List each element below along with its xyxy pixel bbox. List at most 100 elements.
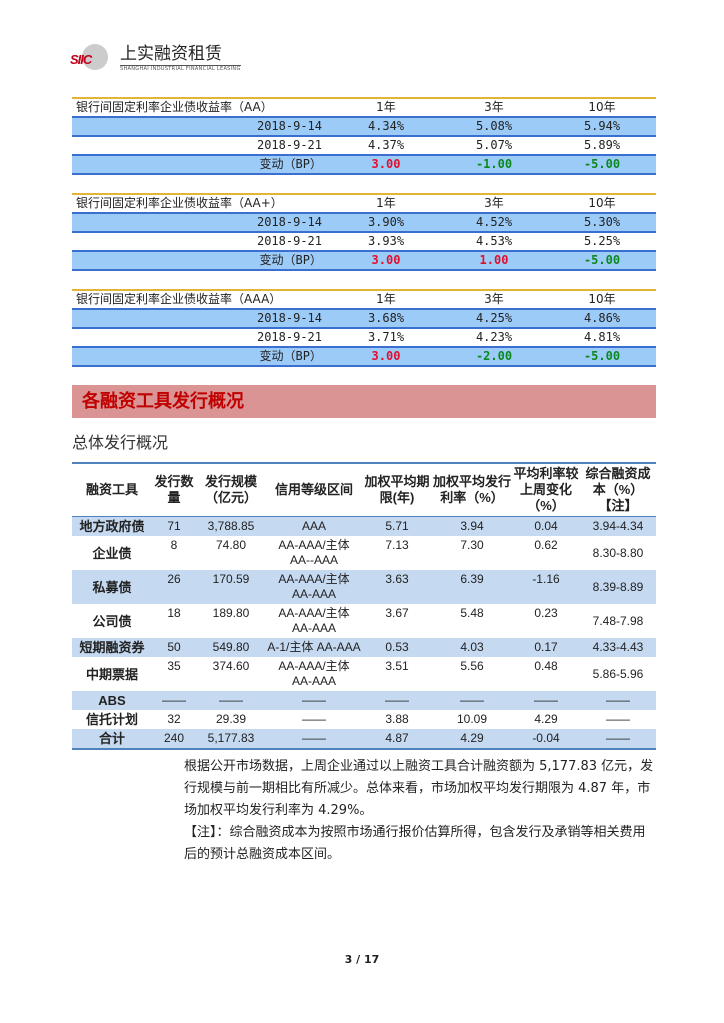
- issuance-cell: 6.39: [432, 570, 512, 604]
- yield-value: 4.34%: [332, 117, 440, 137]
- issuance-cell: 4.29: [432, 729, 512, 750]
- summary-text: 根据公开市场数据，上周企业通过以上融资工具合计融资额为 5,177.83 亿元，…: [184, 756, 654, 866]
- issuance-column-header: 加权平均期限(年): [362, 462, 432, 517]
- yield-value: 3.71%: [332, 328, 440, 348]
- issuance-cell: -1.16: [512, 570, 580, 604]
- change-label: 变动（BP）: [222, 251, 332, 271]
- issuance-cell: 3.67: [385, 606, 409, 620]
- change-label: 变动（BP）: [222, 347, 332, 367]
- yield-header-row: 银行间固定利率企业债收益率（AAA） 1年 3年 10年: [72, 289, 656, 310]
- yield-value: 4.81%: [548, 328, 656, 348]
- issuance-cell: 3,788.85: [196, 516, 266, 536]
- yield-date: 2018-9-21: [222, 136, 332, 156]
- yield-change-value: -1.00: [440, 155, 548, 175]
- issuance-cell: 4.33-4.43: [580, 638, 656, 657]
- issuance-cell: 374.60: [212, 659, 250, 673]
- issuance-cell: 4.29: [534, 712, 558, 726]
- yield-header-row: 银行间固定利率企业债收益率（AA） 1年 3年 10年: [72, 97, 656, 118]
- yield-column-header: 1年: [332, 193, 440, 214]
- issuance-cell: 71: [152, 516, 196, 536]
- issuance-cell: ——: [432, 691, 512, 710]
- issuance-column-header: 加权平均发行利率（%）: [432, 462, 512, 517]
- issuance-cell: 0.04: [512, 516, 580, 536]
- issuance-cell: 32: [167, 712, 181, 726]
- yield-value: 5.94%: [548, 117, 656, 137]
- instrument-name: ABS: [72, 691, 152, 710]
- issuance-cell: 4.87: [362, 729, 432, 750]
- issuance-cell: 0.62: [534, 538, 558, 552]
- yield-column-header: 10年: [548, 193, 656, 214]
- yield-value: 4.23%: [440, 328, 548, 348]
- yield-value: 4.25%: [440, 309, 548, 329]
- issuance-table: 融资工具 发行数量 发行规模（亿元） 信用等级区间 加权平均期限(年) 加权平均发行利率（…: [72, 462, 656, 750]
- issuance-cell: 3.51: [385, 659, 409, 673]
- issuance-cell: 29.39: [215, 712, 247, 726]
- issuance-cell: 35: [167, 659, 181, 673]
- issuance-cell: AAA: [266, 516, 362, 536]
- issuance-cell: ——: [266, 691, 362, 710]
- instrument-name: 中期票据: [85, 666, 138, 682]
- yield-row: 2018-9-21 3.93% 4.53% 5.25%: [72, 232, 656, 252]
- issuance-column-header: 融资工具: [72, 462, 152, 517]
- yield-change-row: 变动（BP） 3.00 1.00 -5.00: [72, 251, 656, 271]
- yield-date: 2018-9-14: [222, 117, 332, 137]
- issuance-cell: 18: [167, 606, 181, 620]
- yield-column-header: 1年: [332, 289, 440, 310]
- yield-date: 2018-9-14: [222, 213, 332, 233]
- section-title: 各融资工具发行概况: [72, 385, 656, 418]
- yield-change-row: 变动（BP） 3.00 -2.00 -5.00: [72, 347, 656, 367]
- issuance-cell: 5,177.83: [196, 729, 266, 750]
- issuance-cell: 3.94: [432, 516, 512, 536]
- yield-row: 2018-9-14 3.68% 4.25% 4.86%: [72, 309, 656, 329]
- company-name-en: SHANGHAI INDUSTRIAL FINANCIAL LEASING: [120, 66, 241, 72]
- yield-change-value: 3.00: [332, 347, 440, 367]
- yield-value: 5.30%: [548, 213, 656, 233]
- issuance-cell: 170.59: [196, 570, 266, 604]
- yield-value: 4.86%: [548, 309, 656, 329]
- yield-column-header: 10年: [548, 97, 656, 118]
- issuance-cell: 26: [152, 570, 196, 604]
- issuance-cell: 5.56: [460, 659, 484, 673]
- yield-column-header: 3年: [440, 289, 548, 310]
- note-paragraph: 【注】：综合融资成本为按照市场通行报价估算所得，包含发行及承销等相关费用后的预计…: [184, 825, 646, 862]
- page-number: 3 / 17: [344, 953, 380, 966]
- issuance-cell: ——: [266, 729, 362, 750]
- issuance-column-header: 发行数量: [152, 462, 196, 517]
- instrument-name: 地方政府债: [72, 516, 152, 536]
- yield-table: 银行间固定利率企业债收益率（AA） 1年 3年 10年 2018-9-14 4.34% 5.…: [72, 97, 656, 175]
- issuance-cell: 240: [152, 729, 196, 750]
- yield-value: 5.89%: [548, 136, 656, 156]
- issuance-cell: 8.39-8.89: [580, 570, 656, 604]
- issuance-cell: 50: [152, 638, 196, 657]
- yield-table: 银行间固定利率企业债收益率（AAA） 1年 3年 10年 2018-9-14 3.68% 4…: [72, 289, 656, 367]
- yield-date: 2018-9-21: [222, 232, 332, 252]
- yield-change-value: -2.00: [440, 347, 548, 367]
- issuance-row: 公司债 18 189.80 AA-AAA/主体 AA-AAA 3.67 5.48 0.23 7…: [72, 604, 656, 638]
- issuance-cell: -0.04: [512, 729, 580, 750]
- issuance-row: 私募债 26 170.59 AA-AAA/主体 AA-AAA 3.63 6.39 -1.16…: [72, 570, 656, 604]
- yield-value: 4.37%: [332, 136, 440, 156]
- issuance-cell: A-1/主体 AA-AAA: [266, 638, 362, 657]
- yield-value: 3.68%: [332, 309, 440, 329]
- issuance-row: 短期融资券 50 549.80 A-1/主体 AA-AAA 0.53 4.03 0.17 4.…: [72, 638, 656, 657]
- yield-change-value: -5.00: [548, 155, 656, 175]
- issuance-cell: AA-AAA/主体 AA-AAA: [278, 659, 350, 688]
- issuance-cell: 7.13: [385, 538, 409, 552]
- instrument-name: 私募债: [72, 570, 152, 604]
- instrument-name: 公司债: [92, 613, 132, 629]
- yield-column-header: 10年: [548, 289, 656, 310]
- issuance-cell: 4.03: [432, 638, 512, 657]
- instrument-name: 合计: [72, 729, 152, 750]
- yield-date: 2018-9-21: [222, 328, 332, 348]
- change-label: 变动（BP）: [222, 155, 332, 175]
- issuance-cell: 549.80: [196, 638, 266, 657]
- issuance-cell: ——: [580, 691, 656, 710]
- yield-value: 5.25%: [548, 232, 656, 252]
- issuance-cell: 8: [170, 538, 178, 552]
- yield-value: 4.53%: [440, 232, 548, 252]
- issuance-cell: 0.53: [362, 638, 432, 657]
- yield-value: 3.93%: [332, 232, 440, 252]
- issuance-row: 合计 240 5,177.83 —— 4.87 4.29 -0.04 ——: [72, 729, 656, 750]
- issuance-cell: 3.63: [362, 570, 432, 604]
- issuance-cell: 5.71: [362, 516, 432, 536]
